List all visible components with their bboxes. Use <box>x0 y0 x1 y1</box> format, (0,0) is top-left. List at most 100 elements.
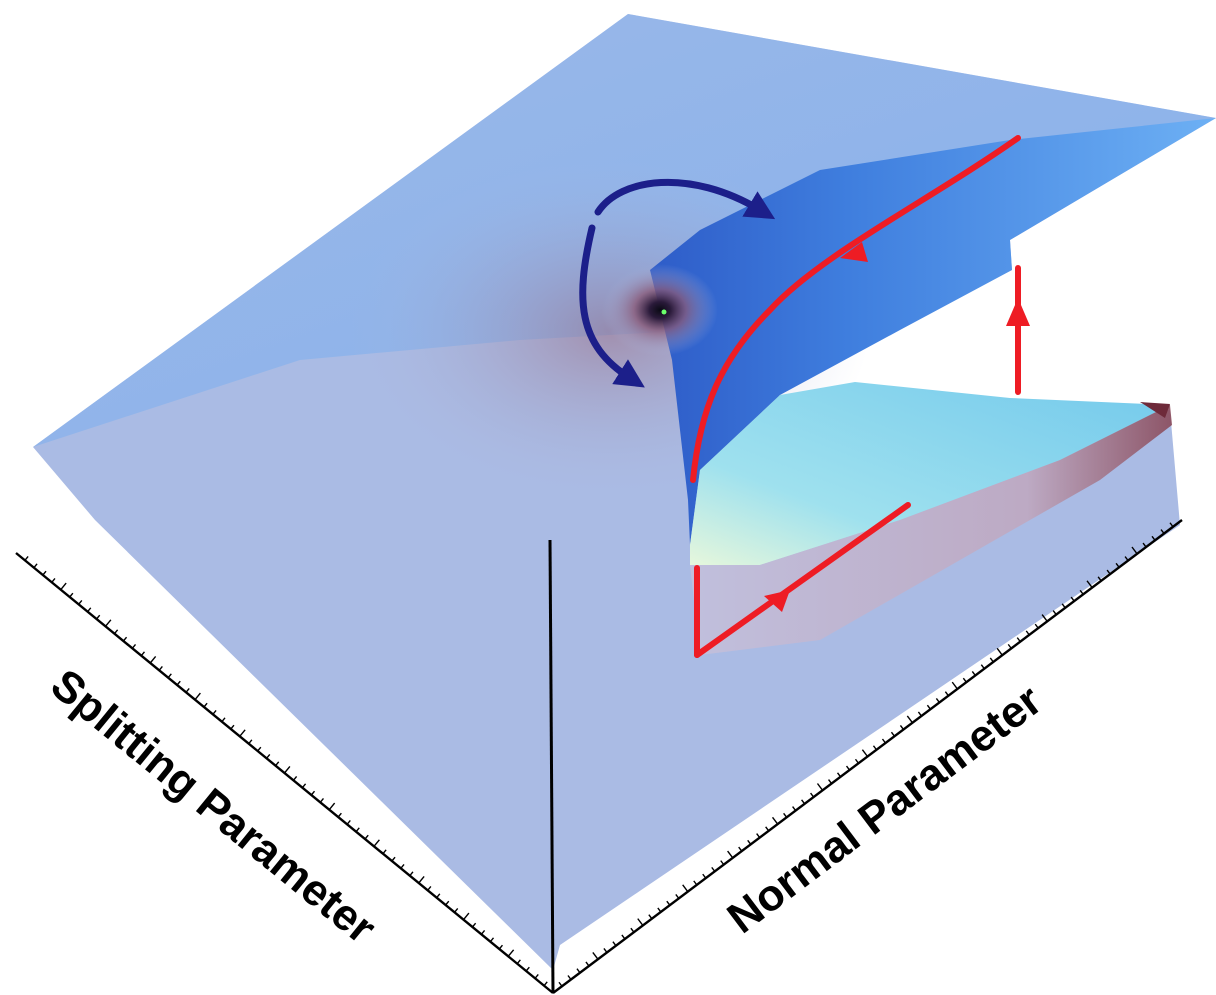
axis-tick <box>962 677 967 683</box>
axis-tick <box>890 731 896 737</box>
axis-tick <box>516 959 521 965</box>
axis-tick <box>301 783 307 789</box>
axis-tick <box>471 922 477 928</box>
axis-tick <box>738 846 743 852</box>
axis-tick <box>266 754 271 759</box>
axis-tick <box>1052 610 1057 616</box>
axis-tick <box>310 790 316 796</box>
axis-tick <box>906 715 913 724</box>
rotation-arrows <box>579 178 776 388</box>
axis-tick <box>427 886 432 891</box>
axis-tick <box>96 614 101 620</box>
axis-tick <box>637 918 644 926</box>
axis-tick <box>935 698 940 703</box>
axes <box>15 519 1183 994</box>
axis-tick <box>292 776 298 781</box>
axis-tick <box>113 629 119 635</box>
axis-tick <box>854 758 860 764</box>
axis-tick <box>1106 569 1111 575</box>
surface-lower-sheet <box>690 382 1170 565</box>
axis-tick <box>783 812 788 818</box>
axis-tick <box>1016 637 1021 643</box>
hysteresis-arrow-upper <box>840 242 868 262</box>
folded-cusp-surface <box>33 14 1216 970</box>
axis-tick <box>203 702 208 708</box>
axis-tick <box>576 968 581 974</box>
axis-tick <box>657 907 662 913</box>
axis-tick <box>507 949 515 957</box>
axis-tick <box>1041 614 1048 622</box>
axis-tick <box>418 875 425 884</box>
axis-tick <box>167 673 172 679</box>
axis-tick <box>543 981 548 987</box>
axis-tick <box>212 710 217 715</box>
axis-tick <box>337 812 342 818</box>
hysteresis-bottom-line <box>694 502 911 658</box>
axis-tick <box>194 692 201 701</box>
axis-tick <box>558 981 563 987</box>
axis-tick <box>122 636 128 642</box>
rotation-arrow-upper <box>594 178 776 220</box>
axis-tick <box>827 779 833 784</box>
axis-tick <box>33 563 38 569</box>
axis-tick <box>355 827 360 833</box>
axis-tick <box>971 670 976 676</box>
vertical-axis <box>548 539 555 994</box>
axis-tick <box>630 927 635 933</box>
axis-tick <box>24 556 29 561</box>
axis-tick <box>996 647 1003 656</box>
axis-tick <box>926 704 931 710</box>
axis-tick <box>78 600 83 605</box>
axis-tick <box>980 664 985 670</box>
axis-tick <box>1151 535 1156 541</box>
axis-tick <box>592 952 599 960</box>
axis-tick <box>51 578 56 583</box>
cusp-point <box>661 309 667 315</box>
axis-tick <box>346 820 351 825</box>
axis-tick <box>917 711 922 717</box>
hysteresis-loop <box>690 135 1030 658</box>
hysteresis-upper-curve <box>690 135 1021 483</box>
axis-tick <box>1025 630 1030 636</box>
axis-tick <box>603 948 608 953</box>
axis-tick <box>319 798 325 803</box>
axis-tick <box>1034 623 1039 629</box>
axis-tick <box>1070 596 1075 602</box>
axis-tick <box>881 738 887 744</box>
axis-tick <box>711 866 716 872</box>
axis-tick <box>951 681 958 690</box>
axis-tick <box>1169 522 1174 528</box>
axis-tick <box>567 975 572 980</box>
axis-tick <box>257 746 262 752</box>
axis-tick <box>1061 603 1066 609</box>
axis-tick <box>1160 529 1165 534</box>
axis-tick <box>489 937 495 943</box>
axis-tick <box>454 908 459 913</box>
axis-tick <box>1007 643 1012 649</box>
axis-tick <box>176 680 181 686</box>
axis-tick <box>861 749 869 757</box>
hysteresis-arrow-jump <box>1006 298 1030 326</box>
axis-tick <box>1097 576 1102 582</box>
axis-tick <box>720 860 725 866</box>
axis-tick <box>534 974 539 979</box>
axis-tick <box>836 772 842 778</box>
axis-tick <box>899 725 905 730</box>
axis-tick <box>872 745 878 751</box>
axis-tick <box>283 765 291 774</box>
hysteresis-arrow-bottom <box>764 590 790 612</box>
splitting-axis-ticks <box>24 556 548 987</box>
axis-tick <box>989 657 994 663</box>
axis-tick <box>185 688 190 693</box>
normal-axis-ticks <box>558 522 1174 987</box>
axis-tick <box>756 833 761 839</box>
axis-tick <box>436 893 441 899</box>
axis-tick <box>149 655 157 664</box>
axis-tick <box>944 691 949 697</box>
axis-tick <box>364 834 369 840</box>
axis-tick <box>382 849 387 855</box>
axis-tick <box>158 666 163 671</box>
axis-tick <box>87 607 92 613</box>
axis-tick <box>525 966 530 972</box>
